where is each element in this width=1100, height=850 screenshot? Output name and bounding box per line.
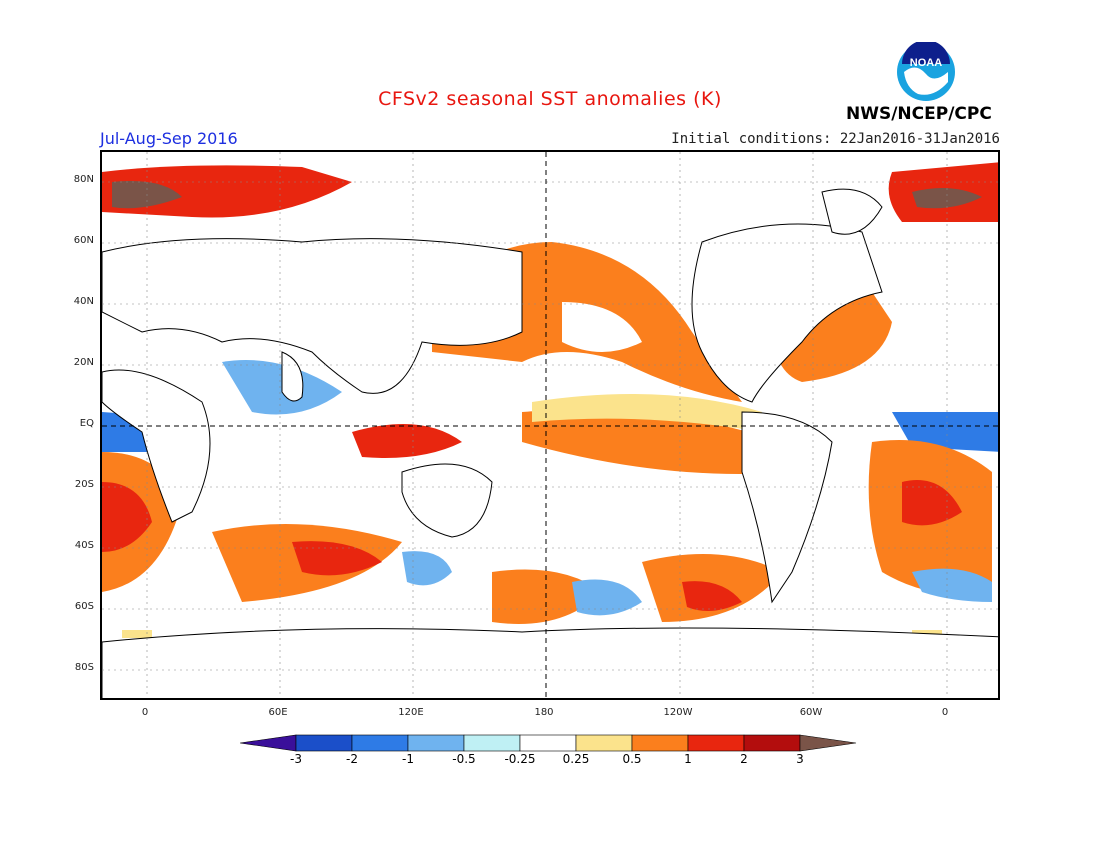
latitude-label: 40S xyxy=(74,540,94,551)
colorbar-arrow-low xyxy=(240,734,297,752)
anomaly-fields xyxy=(102,162,998,638)
legend-label: -0.25 xyxy=(504,752,536,766)
colorbar-box xyxy=(463,734,521,752)
colorbar-box xyxy=(743,734,801,752)
latitude-label: 20N xyxy=(73,357,94,368)
legend-label: 0.25 xyxy=(562,752,590,766)
colorbar-box xyxy=(351,734,409,752)
longitude-label: 0 xyxy=(141,707,149,718)
latitude-label: 60S xyxy=(74,601,94,612)
legend-label: 1 xyxy=(684,752,692,766)
agency-label: NWS/NCEP/CPC xyxy=(846,104,992,124)
grid xyxy=(102,152,998,698)
colorbar-box xyxy=(631,734,689,752)
period-label: Jul-Aug-Sep 2016 xyxy=(100,129,238,148)
latitude-label: 80S xyxy=(74,662,94,673)
longitude-label: 0 xyxy=(941,707,949,718)
initial-conditions: Initial conditions: 22Jan2016-31Jan2016 xyxy=(671,131,1000,147)
longitude-label: 120E xyxy=(398,707,424,718)
legend-label: 3 xyxy=(796,752,804,766)
legend-label: -3 xyxy=(290,752,302,766)
latitude-label: 60N xyxy=(73,235,94,246)
longitude-label: 60W xyxy=(799,707,823,718)
logo-text: NOAA xyxy=(910,57,942,69)
reference-lines xyxy=(102,152,998,698)
noaa-logo: NOAA xyxy=(897,42,955,101)
colorbar-box xyxy=(519,734,577,752)
legend-label: -2 xyxy=(346,752,358,766)
color-bar xyxy=(240,734,857,752)
longitude-label: 180 xyxy=(534,707,554,718)
colorbar-box xyxy=(687,734,745,752)
latitude-label: 80N xyxy=(73,174,94,185)
longitude-label: 120W xyxy=(663,707,693,718)
chart-title: CFSv2 seasonal SST anomalies (K) xyxy=(378,88,722,110)
legend-label: 0.5 xyxy=(622,752,642,766)
longitude-label: 60E xyxy=(268,707,288,718)
legend-label: -1 xyxy=(402,752,414,766)
latitude-label: 40N xyxy=(73,296,94,307)
colorbar-box xyxy=(295,734,353,752)
legend-label: -0.5 xyxy=(452,752,476,766)
colorbar-box xyxy=(575,734,633,752)
latitude-label: 20S xyxy=(74,479,94,490)
sst-anomaly-map xyxy=(100,150,1000,700)
coastlines xyxy=(102,188,998,698)
colorbar-box xyxy=(407,734,465,752)
colorbar-arrow-high xyxy=(799,734,857,752)
latitude-label: EQ xyxy=(79,418,94,429)
legend-label: 2 xyxy=(740,752,748,766)
